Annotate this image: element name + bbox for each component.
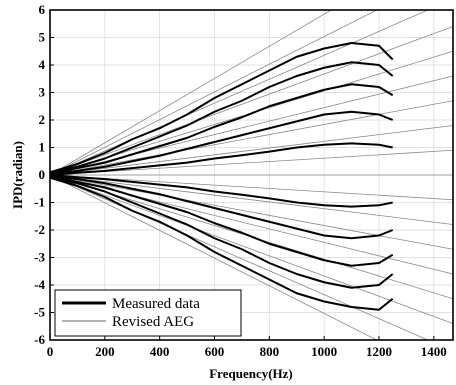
x-tick-label: 600 xyxy=(205,344,225,359)
y-axis-ticks: 6 5 4 3 2 1 0 -1 -2 -3 -4 -5 -6 xyxy=(34,2,54,347)
revised-aeg-line xyxy=(50,0,453,175)
y-tick-label: -3 xyxy=(34,250,45,265)
y-tick-label: 3 xyxy=(39,85,46,100)
y-tick-label: 1 xyxy=(39,140,46,155)
x-tick-label: 200 xyxy=(95,344,115,359)
y-tick-label: -5 xyxy=(34,305,45,320)
legend-measured-label: Measured data xyxy=(112,296,200,312)
legend-aeg-label: Revised AEG xyxy=(112,314,194,330)
x-tick-label: 1000 xyxy=(311,344,337,359)
x-tick-label: 1200 xyxy=(366,344,392,359)
y-tick-label: 0 xyxy=(39,167,46,182)
y-tick-label: -2 xyxy=(34,222,45,237)
revised-aeg-line xyxy=(50,175,453,249)
x-tick-label: 800 xyxy=(260,344,280,359)
measured-data-series xyxy=(50,43,393,310)
y-tick-label: -1 xyxy=(34,195,45,210)
y-tick-label: 5 xyxy=(39,30,46,45)
y-tick-label: -6 xyxy=(34,332,45,347)
x-tick-label: 400 xyxy=(150,344,170,359)
revised-aeg-line xyxy=(50,27,453,176)
y-tick-label: 6 xyxy=(39,2,46,17)
legend: Measured data Revised AEG xyxy=(55,290,241,336)
revised-aeg-line xyxy=(50,101,453,175)
x-axis-label: Frequency(Hz) xyxy=(209,366,293,381)
y-tick-label: 4 xyxy=(39,57,46,72)
y-tick-label: -4 xyxy=(34,277,45,292)
x-tick-label: 1400 xyxy=(421,344,447,359)
y-tick-label: 2 xyxy=(39,112,46,127)
x-tick-label: 0 xyxy=(47,344,54,359)
y-axis-label: IPD(radian) xyxy=(10,141,25,209)
